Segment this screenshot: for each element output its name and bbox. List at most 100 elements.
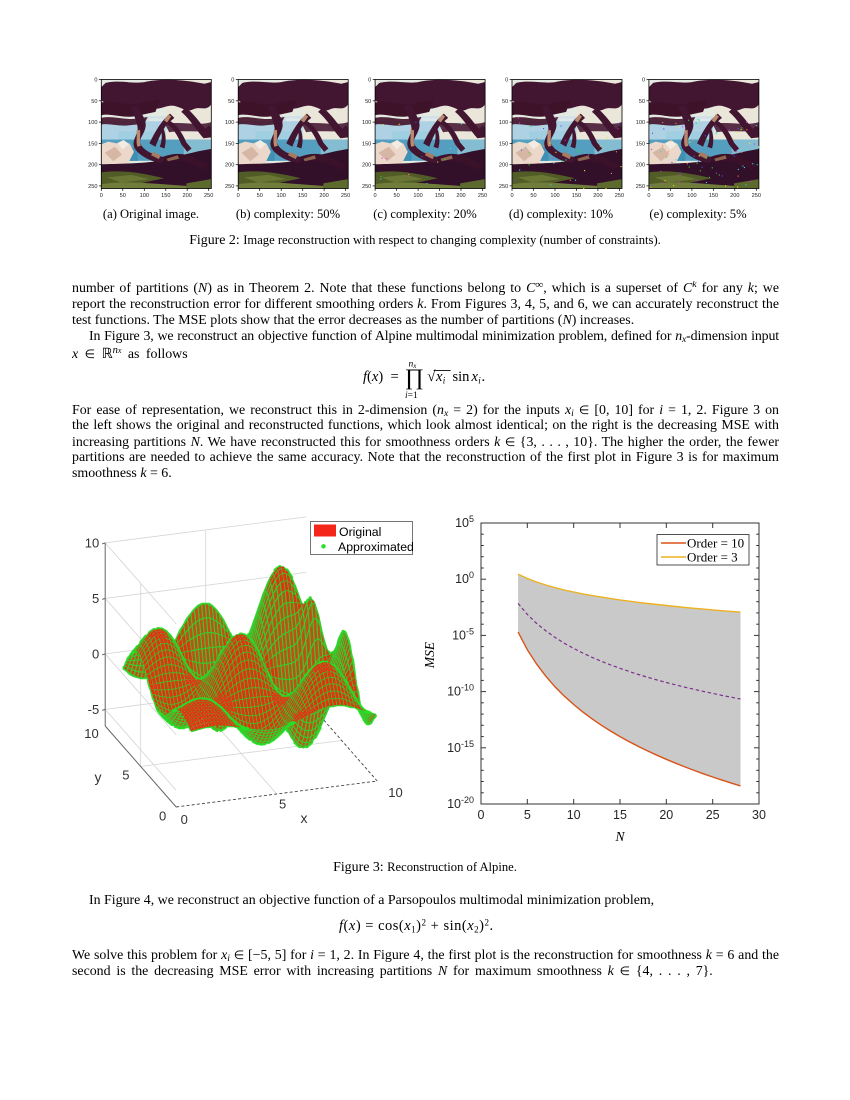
svg-text:50: 50 bbox=[365, 99, 371, 105]
svg-text:x: x bbox=[301, 810, 308, 826]
svg-text:250: 250 bbox=[204, 193, 213, 199]
svg-text:x: x bbox=[435, 369, 443, 385]
svg-text:50: 50 bbox=[393, 193, 399, 199]
svg-text:150: 150 bbox=[435, 193, 444, 199]
svg-text:100: 100 bbox=[499, 120, 508, 126]
svg-text:200: 200 bbox=[730, 193, 739, 199]
svg-text:10-5: 10-5 bbox=[452, 626, 474, 642]
svg-text:5: 5 bbox=[122, 768, 129, 783]
svg-text:25: 25 bbox=[706, 808, 720, 822]
svg-text:10: 10 bbox=[85, 535, 99, 550]
svg-text:0: 0 bbox=[478, 808, 485, 822]
svg-text:nx: nx bbox=[409, 360, 418, 371]
svg-text:50: 50 bbox=[502, 99, 508, 105]
svg-text:105: 105 bbox=[455, 514, 474, 530]
svg-text:150: 150 bbox=[572, 193, 581, 199]
svg-text:250: 250 bbox=[636, 184, 645, 190]
svg-text:200: 200 bbox=[362, 163, 371, 169]
svg-text:10-15: 10-15 bbox=[447, 739, 474, 755]
svg-text:150: 150 bbox=[362, 141, 371, 147]
svg-text:200: 200 bbox=[225, 163, 234, 169]
svg-text:150: 150 bbox=[225, 141, 234, 147]
svg-text:Original: Original bbox=[339, 525, 381, 539]
svg-text:200: 200 bbox=[499, 163, 508, 169]
svg-text:sin: sin bbox=[453, 369, 471, 385]
svg-text:250: 250 bbox=[341, 193, 350, 199]
svg-text:50: 50 bbox=[667, 193, 673, 199]
svg-text:0: 0 bbox=[92, 646, 99, 661]
svg-text:250: 250 bbox=[478, 193, 487, 199]
svg-text:N: N bbox=[614, 829, 625, 844]
svg-text:0: 0 bbox=[231, 78, 234, 84]
svg-text:0: 0 bbox=[368, 78, 371, 84]
svg-text:50: 50 bbox=[530, 193, 536, 199]
svg-text:Order = 10: Order = 10 bbox=[687, 536, 744, 551]
svg-text:Order = 3: Order = 3 bbox=[687, 550, 738, 565]
svg-text:MSE: MSE bbox=[422, 641, 437, 669]
svg-text:200: 200 bbox=[593, 193, 602, 199]
svg-text:100: 100 bbox=[277, 193, 286, 199]
svg-text:150: 150 bbox=[88, 141, 97, 147]
svg-text:250: 250 bbox=[752, 193, 761, 199]
svg-text:250: 250 bbox=[615, 193, 624, 199]
svg-text:x: x bbox=[471, 369, 479, 385]
svg-text:5: 5 bbox=[92, 591, 99, 606]
svg-text:250: 250 bbox=[499, 184, 508, 190]
svg-text:100: 100 bbox=[362, 120, 371, 126]
svg-text:.: . bbox=[482, 369, 486, 385]
svg-text:√: √ bbox=[427, 369, 436, 385]
svg-text:0: 0 bbox=[642, 78, 645, 84]
svg-text:10: 10 bbox=[84, 726, 98, 741]
svg-text:20: 20 bbox=[659, 808, 673, 822]
svg-text:-5: -5 bbox=[88, 702, 100, 717]
svg-text:250: 250 bbox=[362, 184, 371, 190]
svg-text:i: i bbox=[443, 376, 446, 386]
svg-text:0: 0 bbox=[159, 809, 166, 824]
svg-text:i=1: i=1 bbox=[405, 391, 418, 401]
svg-text:200: 200 bbox=[456, 193, 465, 199]
svg-text:Approximated: Approximated bbox=[338, 540, 414, 554]
svg-text:0: 0 bbox=[510, 193, 513, 199]
svg-text:0: 0 bbox=[237, 193, 240, 199]
svg-text:10-20: 10-20 bbox=[447, 795, 474, 811]
svg-text:100: 100 bbox=[636, 120, 645, 126]
svg-text:10-10: 10-10 bbox=[447, 683, 474, 699]
svg-text:100: 100 bbox=[455, 570, 474, 586]
svg-text:30: 30 bbox=[752, 808, 766, 822]
svg-text:100: 100 bbox=[687, 193, 696, 199]
svg-text:50: 50 bbox=[639, 99, 645, 105]
svg-text:∏: ∏ bbox=[405, 365, 424, 390]
svg-text:i: i bbox=[478, 376, 481, 386]
svg-text:150: 150 bbox=[636, 141, 645, 147]
svg-text:50: 50 bbox=[228, 99, 234, 105]
svg-text:f(x) = cos(x1)2 + sin(x2)2.: f(x) = cos(x1)2 + sin(x2)2. bbox=[339, 917, 494, 934]
svg-text:5: 5 bbox=[524, 808, 531, 822]
svg-text:0: 0 bbox=[181, 812, 188, 827]
svg-text:50: 50 bbox=[257, 193, 263, 199]
svg-text:50: 50 bbox=[91, 99, 97, 105]
svg-text:50: 50 bbox=[120, 193, 126, 199]
svg-text:150: 150 bbox=[161, 193, 170, 199]
svg-text:=: = bbox=[391, 369, 399, 385]
svg-text:100: 100 bbox=[140, 193, 149, 199]
svg-text:f(x): f(x) bbox=[363, 369, 383, 385]
svg-text:5: 5 bbox=[279, 797, 286, 812]
svg-text:150: 150 bbox=[499, 141, 508, 147]
svg-text:10: 10 bbox=[388, 785, 402, 800]
svg-text:100: 100 bbox=[550, 193, 559, 199]
svg-text:0: 0 bbox=[505, 78, 508, 84]
svg-text:0: 0 bbox=[647, 193, 650, 199]
svg-text:200: 200 bbox=[88, 163, 97, 169]
svg-text:250: 250 bbox=[225, 184, 234, 190]
svg-text:100: 100 bbox=[225, 120, 234, 126]
svg-text:0: 0 bbox=[94, 78, 97, 84]
svg-text:200: 200 bbox=[636, 163, 645, 169]
svg-text:250: 250 bbox=[88, 184, 97, 190]
svg-text:200: 200 bbox=[319, 193, 328, 199]
svg-text:0: 0 bbox=[374, 193, 377, 199]
svg-text:100: 100 bbox=[88, 120, 97, 126]
svg-text:0: 0 bbox=[100, 193, 103, 199]
svg-text:150: 150 bbox=[298, 193, 307, 199]
svg-text:100: 100 bbox=[413, 193, 422, 199]
svg-text:200: 200 bbox=[183, 193, 192, 199]
